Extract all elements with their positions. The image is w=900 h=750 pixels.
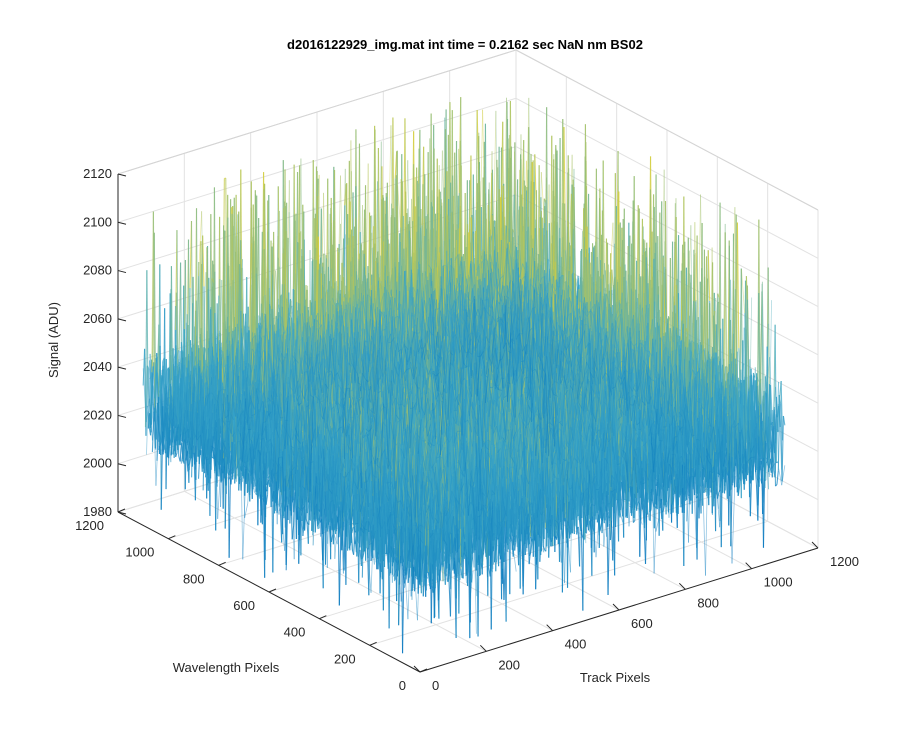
side-wall-grid-line [515, 97, 819, 259]
floor-grid-line [369, 520, 768, 646]
box-edge [117, 49, 517, 175]
surface-segment [145, 365, 148, 436]
surface-mesh [142, 97, 786, 654]
box-edge [515, 49, 819, 211]
